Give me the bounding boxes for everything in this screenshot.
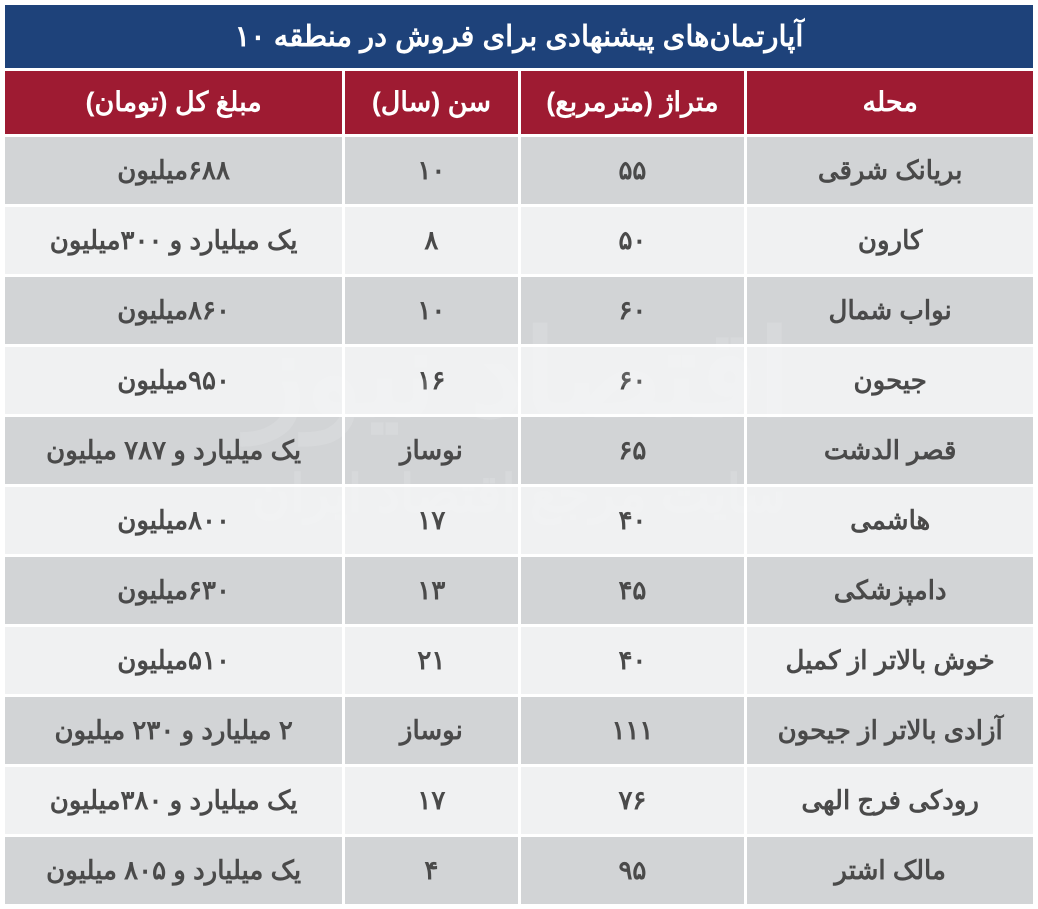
- cell-age: ۱۳: [344, 556, 519, 626]
- cell-area: ۵۵: [519, 136, 746, 206]
- cell-price: ۵۱۰میلیون: [4, 626, 344, 696]
- table-row: هاشمی ۴۰ ۱۷ ۸۰۰میلیون: [4, 486, 1035, 556]
- cell-age: ۱۷: [344, 486, 519, 556]
- table-title: آپارتمان‌های پیشنهادی برای فروش در منطقه…: [4, 4, 1035, 70]
- cell-price: یک میلیارد و ۳۰۰میلیون: [4, 206, 344, 276]
- cell-price: ۹۵۰میلیون: [4, 346, 344, 416]
- cell-price: ۶۸۸میلیون: [4, 136, 344, 206]
- cell-age: ۱۰: [344, 276, 519, 346]
- column-header-price: مبلغ کل (تومان): [4, 70, 344, 136]
- cell-area: ۹۵: [519, 836, 746, 906]
- table-row: جیحون ۶۰ ۱۶ ۹۵۰میلیون: [4, 346, 1035, 416]
- apartments-table: آپارتمان‌های پیشنهادی برای فروش در منطقه…: [2, 2, 1036, 907]
- cell-price: ۲ میلیارد و ۲۳۰ میلیون: [4, 696, 344, 766]
- cell-neighborhood: قصر الدشت: [746, 416, 1035, 486]
- table-header-row: محله متراژ (مترمربع) سن (سال) مبلغ کل (ت…: [4, 70, 1035, 136]
- cell-age: ۲۱: [344, 626, 519, 696]
- table-row: مالک اشتر ۹۵ ۴ یک میلیارد و ۸۰۵ میلیون: [4, 836, 1035, 906]
- table-body: بریانک شرقی ۵۵ ۱۰ ۶۸۸میلیون کارون ۵۰ ۸ ی…: [4, 136, 1035, 906]
- cell-area: ۵۰: [519, 206, 746, 276]
- column-header-area: متراژ (مترمربع): [519, 70, 746, 136]
- cell-neighborhood: رودکی فرج الهی: [746, 766, 1035, 836]
- cell-neighborhood: جیحون: [746, 346, 1035, 416]
- cell-area: ۴۵: [519, 556, 746, 626]
- cell-area: ۴۰: [519, 486, 746, 556]
- cell-neighborhood: نواب شمال: [746, 276, 1035, 346]
- cell-neighborhood: کارون: [746, 206, 1035, 276]
- cell-area: ۶۵: [519, 416, 746, 486]
- cell-area: ۶۰: [519, 346, 746, 416]
- table-row: خوش بالاتر از کمیل ۴۰ ۲۱ ۵۱۰میلیون: [4, 626, 1035, 696]
- cell-price: ۸۶۰میلیون: [4, 276, 344, 346]
- cell-age: نوساز: [344, 416, 519, 486]
- table-title-row: آپارتمان‌های پیشنهادی برای فروش در منطقه…: [4, 4, 1035, 70]
- column-header-neighborhood: محله: [746, 70, 1035, 136]
- cell-area: ۷۶: [519, 766, 746, 836]
- table-row: نواب شمال ۶۰ ۱۰ ۸۶۰میلیون: [4, 276, 1035, 346]
- column-header-age: سن (سال): [344, 70, 519, 136]
- table-row: قصر الدشت ۶۵ نوساز یک میلیارد و ۷۸۷ میلی…: [4, 416, 1035, 486]
- cell-age: نوساز: [344, 696, 519, 766]
- cell-age: ۱۷: [344, 766, 519, 836]
- cell-neighborhood: آزادی بالاتر از جیحون: [746, 696, 1035, 766]
- cell-area: ۶۰: [519, 276, 746, 346]
- cell-price: یک میلیارد و ۸۰۵ میلیون: [4, 836, 344, 906]
- cell-area: ۴۰: [519, 626, 746, 696]
- cell-neighborhood: بریانک شرقی: [746, 136, 1035, 206]
- table-row: کارون ۵۰ ۸ یک میلیارد و ۳۰۰میلیون: [4, 206, 1035, 276]
- cell-age: ۴: [344, 836, 519, 906]
- table-row: آزادی بالاتر از جیحون ۱۱۱ نوساز ۲ میلیار…: [4, 696, 1035, 766]
- cell-neighborhood: هاشمی: [746, 486, 1035, 556]
- cell-age: ۱۰: [344, 136, 519, 206]
- cell-age: ۸: [344, 206, 519, 276]
- cell-neighborhood: خوش بالاتر از کمیل: [746, 626, 1035, 696]
- cell-age: ۱۶: [344, 346, 519, 416]
- cell-price: ۸۰۰میلیون: [4, 486, 344, 556]
- cell-area: ۱۱۱: [519, 696, 746, 766]
- table-row: دامپزشکی ۴۵ ۱۳ ۶۳۰میلیون: [4, 556, 1035, 626]
- apartments-table-container: اقتصاد نیوز سایت مرجع اقتصاد ایران آپارت…: [2, 2, 1036, 907]
- table-row: رودکی فرج الهی ۷۶ ۱۷ یک میلیارد و ۳۸۰میل…: [4, 766, 1035, 836]
- cell-neighborhood: دامپزشکی: [746, 556, 1035, 626]
- cell-price: یک میلیارد و ۷۸۷ میلیون: [4, 416, 344, 486]
- cell-price: ۶۳۰میلیون: [4, 556, 344, 626]
- table-row: بریانک شرقی ۵۵ ۱۰ ۶۸۸میلیون: [4, 136, 1035, 206]
- cell-price: یک میلیارد و ۳۸۰میلیون: [4, 766, 344, 836]
- cell-neighborhood: مالک اشتر: [746, 836, 1035, 906]
